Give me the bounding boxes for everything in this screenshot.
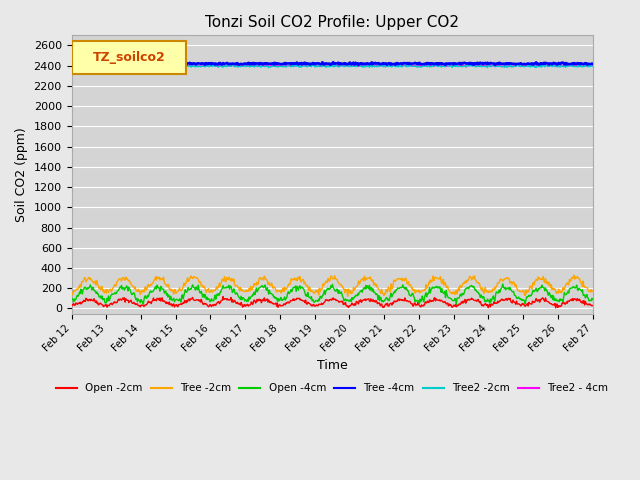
Legend: Open -2cm, Tree -2cm, Open -4cm, Tree -4cm, Tree2 -2cm, Tree2 - 4cm: Open -2cm, Tree -2cm, Open -4cm, Tree -4… [52,379,612,397]
FancyBboxPatch shape [72,41,186,74]
Text: TZ_soilco2: TZ_soilco2 [92,50,165,63]
X-axis label: Time: Time [317,359,348,372]
Title: Tonzi Soil CO2 Profile: Upper CO2: Tonzi Soil CO2 Profile: Upper CO2 [205,15,459,30]
Y-axis label: Soil CO2 (ppm): Soil CO2 (ppm) [15,127,28,222]
